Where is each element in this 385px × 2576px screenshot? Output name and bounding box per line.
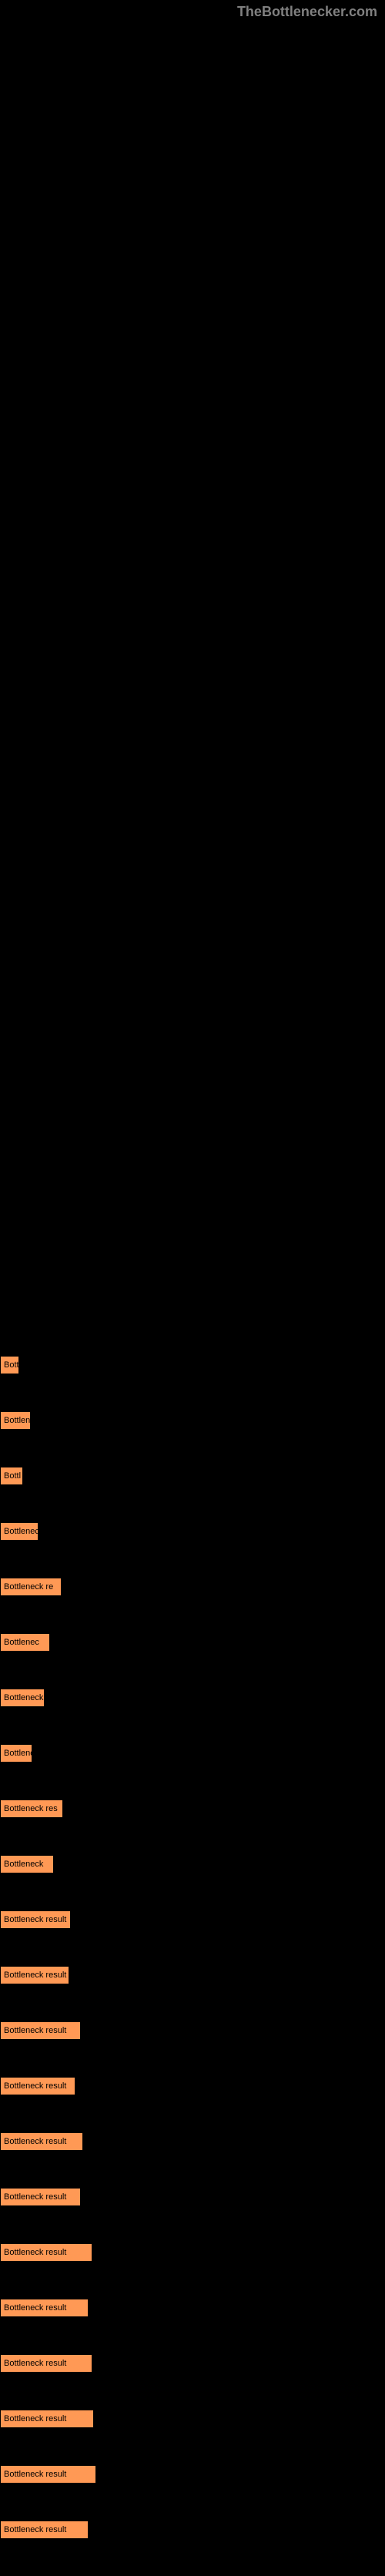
bar: Bottleneck (0, 1689, 45, 1707)
bar: Bottleneck res (0, 1800, 63, 1818)
bar-row: Bottleneck result (0, 2354, 385, 2373)
bar: Bottleneck result (0, 2021, 81, 2040)
bar: Bott (0, 1356, 19, 1374)
bar: Bottlenec (0, 1411, 31, 1430)
bar-row: Bottl (0, 1467, 385, 1485)
bar: Bottleneck result (0, 2299, 89, 2317)
bar: Bottleneck result (0, 2354, 92, 2373)
bar: Bottleneck result (0, 1910, 71, 1929)
bar: Bottleneck result (0, 2410, 94, 2428)
bar-row: Bottleneck result (0, 2021, 385, 2040)
watermark: TheBottlenecker.com (237, 4, 377, 20)
bar-row: Bottleneck result (0, 1966, 385, 1984)
bar-row: Bottleneck result (0, 2077, 385, 2095)
bar-row: Bottleneck result (0, 2465, 385, 2484)
bar: Bottlenec (0, 1633, 50, 1652)
bar: Bottleneck (0, 1522, 38, 1541)
bar-row: Bottleneck result (0, 1910, 385, 1929)
bar: Bottl (0, 1467, 23, 1485)
bar: Bottleneck result (0, 1966, 69, 1984)
bar: Bottleneck (0, 1855, 54, 1873)
bar-row: Bottleneck (0, 1689, 385, 1707)
bar-row: Bottleneck result (0, 2188, 385, 2206)
bar-row: Bottleneck (0, 1855, 385, 1873)
bar: Bottleneck re (0, 1578, 62, 1596)
bar: Bottleneck result (0, 2188, 81, 2206)
bar: Bottlene (0, 1744, 32, 1763)
bar: Bottleneck result (0, 2465, 96, 2484)
bar: Bottleneck result (0, 2521, 89, 2539)
bar-chart: Bott Bottlenec Bottl Bottleneck Bottleneck r… (0, 0, 385, 2539)
bar-row: Bottleneck (0, 1522, 385, 1541)
bar-row: Bottlenec (0, 1633, 385, 1652)
bar-row: Bottleneck result (0, 2410, 385, 2428)
bar-row: Bottleneck result (0, 2243, 385, 2262)
bar-row: Bott (0, 1356, 385, 1374)
bar-row: Bottleneck result (0, 2299, 385, 2317)
bar-row: Bottlenec (0, 1411, 385, 1430)
bar-row: Bottleneck re (0, 1578, 385, 1596)
bar: Bottleneck result (0, 2077, 75, 2095)
bar: Bottleneck result (0, 2243, 92, 2262)
bar: Bottleneck result (0, 2132, 83, 2151)
bar-row: Bottleneck res (0, 1800, 385, 1818)
bar-row: Bottlene (0, 1744, 385, 1763)
bar-row: Bottleneck result (0, 2132, 385, 2151)
bar-row: Bottleneck result (0, 2521, 385, 2539)
